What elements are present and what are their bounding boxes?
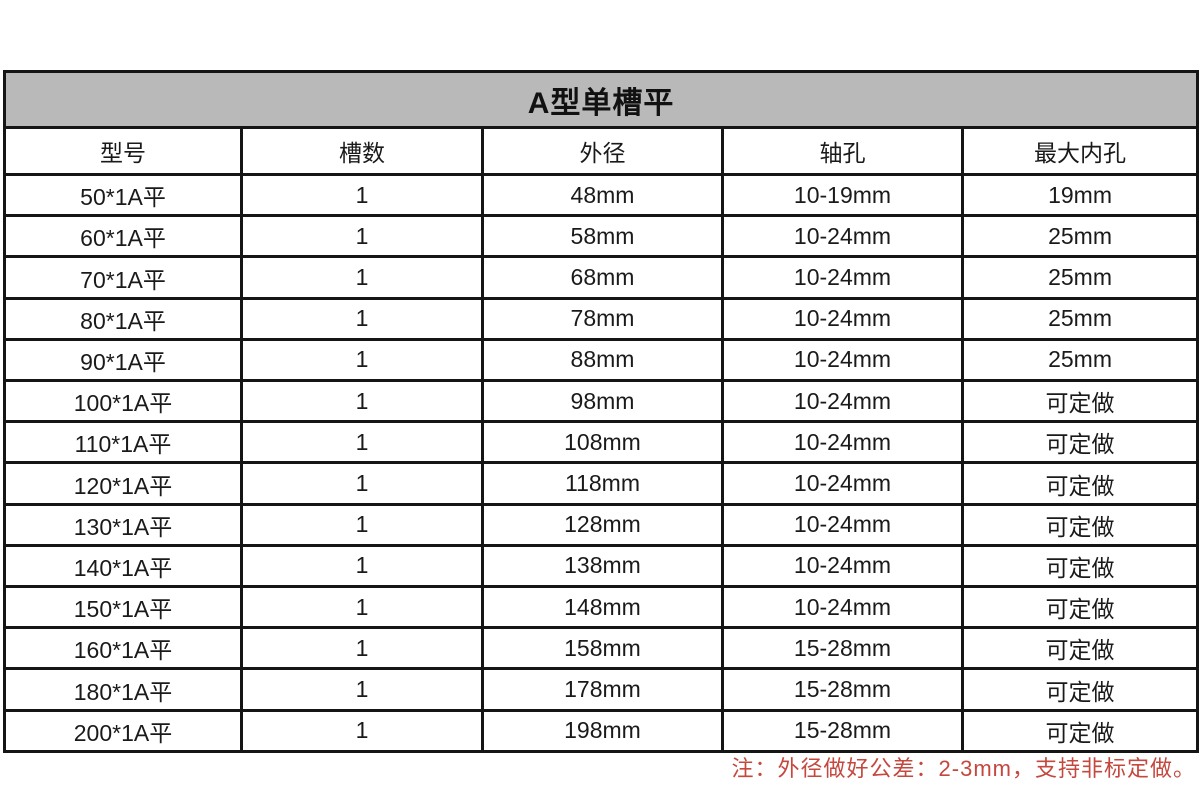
table-row: 60*1A平 1 58mm 10-24mm 25mm [3,214,1200,259]
table-cell: 1 [240,708,484,754]
table-row: 130*1A平 1 128mm 10-24mm 可定做 [3,502,1200,547]
table-cell: 108mm [481,420,724,465]
table-row: 120*1A平 1 118mm 10-24mm 可定做 [3,461,1200,506]
table-cell: 50*1A平 [3,172,243,218]
table-cell: 可定做 [960,708,1200,754]
table-cell: 10-24mm [721,461,964,506]
table-cell: 118mm [481,461,724,506]
table-row: 140*1A平 1 138mm 10-24mm 可定做 [3,543,1200,589]
table-cell: 10-24mm [721,420,964,465]
table-cell: 1 [240,420,484,465]
table-cell: 可定做 [960,502,1200,547]
table-cell: 可定做 [960,543,1200,589]
table-cell: 1 [240,337,484,383]
column-header: 最大内孔 [960,126,1200,176]
table-cell: 10-24mm [721,255,964,300]
table-cell: 可定做 [960,667,1200,712]
table-cell: 25mm [960,296,1200,341]
table-cell: 25mm [960,214,1200,259]
table-cell: 1 [240,502,484,547]
table-cell: 10-19mm [721,172,964,218]
table-cell: 可定做 [960,461,1200,506]
table-cell: 10-24mm [721,214,964,259]
table-cell: 140*1A平 [3,543,243,589]
table-cell: 可定做 [960,420,1200,465]
table-cell: 1 [240,172,484,218]
table-cell: 128mm [481,502,724,547]
table-cell: 可定做 [960,379,1200,424]
table-row: 50*1A平 1 48mm 10-19mm 19mm [3,172,1200,218]
table-cell: 1 [240,667,484,712]
table-cell: 130*1A平 [3,502,243,547]
table-cell: 180*1A平 [3,667,243,712]
table-row: 90*1A平 1 88mm 10-24mm 25mm [3,337,1200,383]
table-row: 80*1A平 1 78mm 10-24mm 25mm [3,296,1200,341]
table-cell: 148mm [481,585,724,630]
table-cell: 198mm [481,708,724,754]
table-cell: 178mm [481,667,724,712]
table-cell: 15-28mm [721,708,964,754]
table-row: 150*1A平 1 148mm 10-24mm 可定做 [3,585,1200,630]
table-cell: 10-24mm [721,502,964,547]
table-cell: 25mm [960,337,1200,383]
column-header: 外径 [481,126,724,176]
table-cell: 15-28mm [721,626,964,671]
table-cell: 10-24mm [721,543,964,589]
table-title: A型单槽平 [2,70,1200,129]
table-cell: 98mm [481,379,724,424]
table-cell: 150*1A平 [3,585,243,630]
table-cell: 138mm [481,543,724,589]
table-cell: 可定做 [960,585,1200,630]
table-cell: 1 [240,461,484,506]
table-body: 50*1A平 1 48mm 10-19mm 19mm 60*1A平 1 58mm 10-24mm… [3,172,1200,754]
title-row: A型单槽平 [2,70,1200,129]
table-cell: 160*1A平 [3,626,243,671]
column-header: 轴孔 [721,126,964,176]
table-cell: 100*1A平 [3,379,243,424]
table-cell: 60*1A平 [3,214,243,259]
table-row: 100*1A平 1 98mm 10-24mm 可定做 [3,379,1200,424]
table-row: 160*1A平 1 158mm 15-28mm 可定做 [3,626,1200,671]
table-cell: 88mm [481,337,724,383]
table-cell: 68mm [481,255,724,300]
table-cell: 78mm [481,296,724,341]
table-cell: 120*1A平 [3,461,243,506]
table-cell: 58mm [481,214,724,259]
table-cell: 10-24mm [721,379,964,424]
table-cell: 110*1A平 [3,420,243,465]
table-cell: 48mm [481,172,724,218]
spec-table: A型单槽平 型号 槽数 外径 轴孔 最大内孔 50*1A平 1 48mm 10-19mm 19m… [2,70,1200,754]
table-cell: 1 [240,379,484,424]
table-cell: 80*1A平 [3,296,243,341]
table-cell: 158mm [481,626,724,671]
table-cell: 10-24mm [721,296,964,341]
table-cell: 10-24mm [721,337,964,383]
table-row: 70*1A平 1 68mm 10-24mm 25mm [3,255,1200,300]
table-cell: 90*1A平 [3,337,243,383]
table-cell: 1 [240,543,484,589]
table-row: 200*1A平 1 198mm 15-28mm 可定做 [3,708,1200,754]
table-row: 180*1A平 1 178mm 15-28mm 可定做 [3,667,1200,712]
table-cell: 25mm [960,255,1200,300]
table-cell: 70*1A平 [3,255,243,300]
table-row: 110*1A平 1 108mm 10-24mm 可定做 [3,420,1200,465]
table-cell: 200*1A平 [3,708,243,754]
table-cell: 1 [240,296,484,341]
footnote: 注：外径做好公差：2-3mm，支持非标定做。 [731,756,1196,781]
column-header: 槽数 [240,126,484,176]
column-header: 型号 [3,126,243,176]
table-cell: 15-28mm [721,667,964,712]
table-cell: 1 [240,255,484,300]
table-cell: 可定做 [960,626,1200,671]
table-cell: 1 [240,214,484,259]
table-cell: 1 [240,585,484,630]
table-cell: 1 [240,626,484,671]
table-cell: 19mm [960,172,1200,218]
table-cell: 10-24mm [721,585,964,630]
header-row: 型号 槽数 外径 轴孔 最大内孔 [3,126,1200,176]
